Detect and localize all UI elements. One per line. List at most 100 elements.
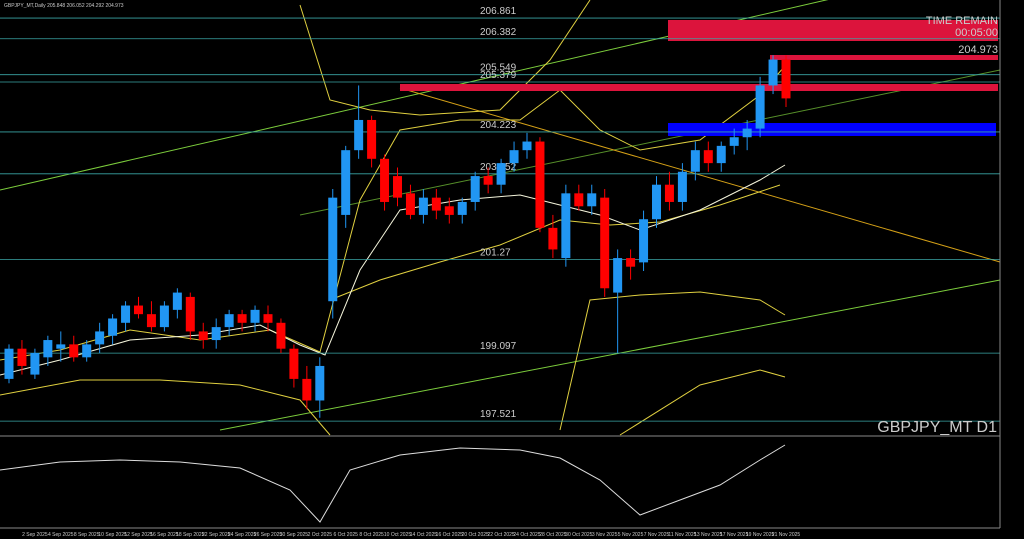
x-tick-label: 16 Sep 2025: [150, 532, 179, 538]
x-tick-label: 21 Nov 2025: [772, 532, 801, 538]
levels: 206.861206.382205.549205.379204.223203.2…: [0, 6, 1000, 422]
candle-body: [470, 176, 480, 202]
candle-body: [211, 327, 221, 341]
x-tick-label: 22 Oct 2025: [487, 532, 514, 538]
candle-body: [716, 145, 726, 164]
x-tick-label: 4 Sep 2025: [48, 532, 74, 538]
candle-body: [457, 201, 467, 215]
candle-body: [587, 193, 597, 207]
candle-body: [108, 318, 118, 336]
candle-body: [69, 344, 79, 358]
candle-body: [17, 348, 27, 366]
x-tick-label: 20 Oct 2025: [462, 532, 489, 538]
candle-body: [729, 137, 739, 146]
oscillator-line: [0, 444, 786, 523]
candle-body: [4, 348, 14, 379]
level-label: 199.097: [480, 341, 517, 352]
resistance-zone: [400, 84, 998, 91]
candle-body: [522, 141, 532, 151]
candle-body: [690, 150, 700, 172]
candle-body: [418, 197, 428, 215]
trend-line: [299, 69, 1001, 216]
candle-body: [677, 171, 687, 202]
candle-body: [483, 176, 493, 185]
candle-body: [30, 353, 40, 375]
x-tick-label: 10 Oct 2025: [384, 532, 411, 538]
candle-body: [444, 206, 454, 215]
current-price: 204.973: [958, 44, 998, 56]
candle-body: [393, 176, 402, 198]
band-line: [329, 184, 781, 301]
candle-body: [613, 258, 623, 293]
candle-body: [639, 219, 649, 263]
x-tick-label: 22 Sep 2025: [202, 532, 231, 538]
candle-body: [95, 331, 105, 345]
x-tick-label: 3 Nov 2025: [592, 532, 618, 538]
candle-body: [134, 305, 143, 315]
level-label: 205.379: [480, 70, 517, 81]
moving-average: [0, 164, 786, 376]
candle-body: [328, 197, 338, 302]
candle-body: [263, 314, 273, 323]
x-tick-label: 2 Oct 2025: [308, 532, 333, 538]
x-tick-label: 30 Sep 2025: [280, 532, 309, 538]
x-tick-label: 6 Oct 2025: [333, 532, 358, 538]
candle-body: [302, 378, 312, 401]
x-tick-label: 8 Sep 2025: [74, 532, 100, 538]
chart-title: GBPJPY_MT D1: [877, 419, 997, 436]
x-tick-label: 16 Oct 2025: [436, 532, 463, 538]
candle-body: [509, 150, 519, 164]
candle-body: [664, 184, 674, 202]
resistance-zone: [770, 55, 998, 60]
candle-body: [600, 197, 610, 289]
time-remain-label: TIME REMAIN: [926, 15, 998, 27]
x-tick-label: 24 Oct 2025: [513, 532, 540, 538]
x-tick-label: 5 Nov 2025: [618, 532, 644, 538]
x-tick-label: 28 Oct 2025: [539, 532, 566, 538]
candle-body: [574, 193, 584, 207]
candle-body: [742, 128, 752, 138]
x-tick-label: 26 Sep 2025: [254, 532, 283, 538]
candle-body: [703, 150, 713, 164]
band-line: [0, 379, 331, 436]
candle-body: [315, 365, 325, 401]
x-tick-label: 2 Sep 2025: [22, 532, 48, 538]
band-line: [559, 291, 786, 431]
trend-line: [219, 279, 1001, 431]
candle-body: [354, 119, 364, 151]
trend-line: [399, 87, 1001, 263]
chart-header: GBPJPY_MT,Daily 205.848 206.052 204.292 …: [4, 3, 124, 9]
band-line: [0, 59, 791, 361]
candle-body: [768, 59, 778, 86]
level-label: 197.521: [480, 409, 517, 420]
candle-body: [626, 258, 636, 267]
candle-body: [185, 296, 195, 332]
candle-body: [276, 322, 286, 349]
level-label: 205.549: [480, 63, 517, 74]
overlay-lines: [0, 0, 1001, 436]
x-tick-label: 11 Nov 2025: [668, 532, 696, 538]
x-tick-label: 12 Sep 2025: [124, 532, 153, 538]
level-label: 201.27: [480, 247, 511, 258]
x-tick-label: 24 Sep 2025: [228, 532, 257, 538]
candle-body: [172, 292, 182, 310]
candle-body: [43, 340, 53, 358]
candle-body: [224, 314, 234, 328]
candle-body: [198, 331, 208, 341]
time-remain: 00:05:00: [955, 27, 998, 39]
candle-body: [82, 344, 92, 358]
candle-body: [250, 309, 260, 323]
candle-body: [121, 305, 131, 323]
candles: [4, 55, 791, 418]
x-tick-label: 8 Oct 2025: [359, 532, 384, 538]
band-line: [299, 0, 591, 116]
x-tick-label: 7 Nov 2025: [644, 532, 670, 538]
level-label: 204.223: [480, 120, 517, 131]
candle-body: [380, 158, 390, 202]
candle-body: [159, 305, 169, 328]
candle-body: [367, 119, 377, 159]
x-tick-label: 19 Nov 2025: [746, 532, 775, 538]
